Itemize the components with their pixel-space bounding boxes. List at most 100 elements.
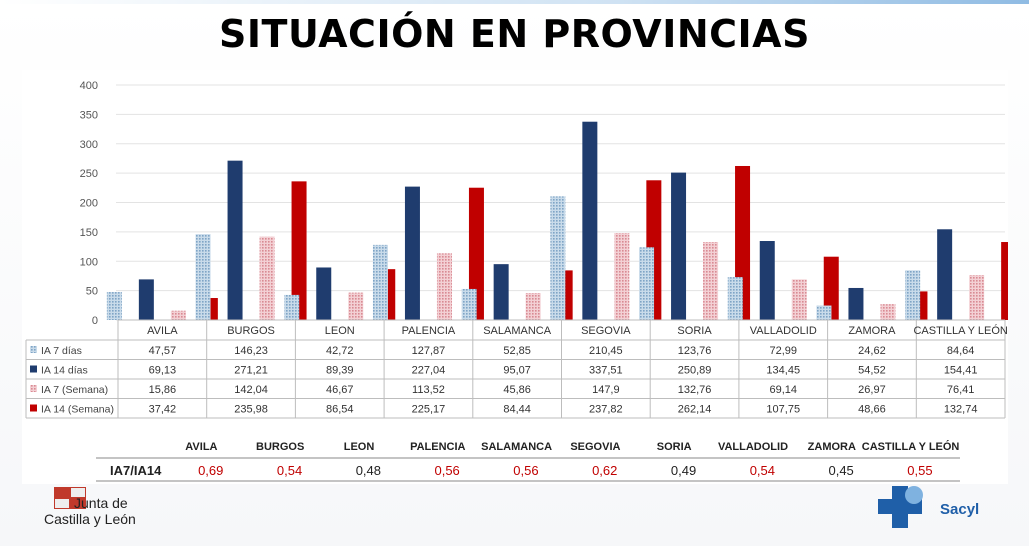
top-accent-bar (0, 0, 1029, 4)
bar (969, 275, 985, 320)
bar (848, 287, 864, 320)
bar-chart: 0 50 100 150 200 250 300 350 400 AVILA BURGOS LEON… (25, 80, 1017, 482)
data-cell: 154,41 (944, 365, 978, 377)
bar (461, 288, 477, 320)
data-cell: 46,67 (326, 384, 354, 396)
bar (582, 121, 598, 320)
bar (816, 305, 832, 320)
ratio-value: 0,62 (592, 463, 617, 478)
bar (468, 187, 484, 320)
x-category-label: VALLADOLID (750, 325, 817, 337)
data-cell: 132,74 (944, 404, 978, 416)
data-cell: 15,86 (149, 384, 177, 396)
y-tick-label: 100 (80, 256, 98, 268)
ratio-header: AVILA (185, 441, 217, 453)
bar (791, 279, 807, 320)
data-cell: 337,51 (589, 365, 623, 377)
ratio-value: 0,56 (513, 463, 538, 478)
data-cell: 52,85 (503, 345, 531, 357)
sacyl-logo-text: Sacyl (940, 501, 980, 518)
ratio-row-label: IA7/IA14 (110, 463, 162, 478)
data-cell: 26,97 (858, 384, 886, 396)
y-tick-label: 50 (86, 286, 98, 298)
data-cell: 107,75 (766, 404, 800, 416)
x-category-label: SALAMANCA (483, 325, 552, 337)
bar (639, 247, 655, 320)
x-category-label: AVILA (147, 325, 178, 337)
data-cell: 237,82 (589, 404, 623, 416)
bar (727, 277, 743, 320)
data-cell: 146,23 (234, 345, 268, 357)
bar (436, 253, 452, 320)
data-cell: 84,64 (947, 345, 975, 357)
bar (404, 186, 420, 320)
y-tick-label: 150 (80, 227, 98, 239)
bar (614, 233, 630, 320)
bar (703, 242, 719, 320)
data-cell: 123,76 (678, 345, 712, 357)
x-category-label: LEON (325, 325, 355, 337)
data-cell: 271,21 (234, 365, 268, 377)
data-cell: 225,17 (412, 404, 446, 416)
bar (1001, 242, 1017, 320)
ratio-header: VALLADOLID (718, 441, 788, 453)
x-category-label: BURGOS (227, 325, 275, 337)
data-cell: 113,52 (412, 384, 445, 396)
sacyl-logo: Sacyl (876, 484, 996, 530)
ratio-value: 0,56 (434, 463, 459, 478)
data-cell: 69,13 (149, 365, 177, 377)
data-cell: 76,41 (947, 384, 975, 396)
data-cell: 24,62 (858, 345, 886, 357)
legend-label: IA 7 días (41, 345, 82, 357)
data-cell: 47,57 (149, 345, 177, 357)
data-cell: 37,42 (149, 404, 177, 416)
bar (880, 304, 896, 320)
bar (372, 244, 388, 320)
data-cell: 84,44 (503, 404, 531, 416)
bar (259, 236, 275, 320)
ratio-value: 0,49 (671, 463, 696, 478)
logo-text-line2: Castilla y León (44, 511, 136, 527)
bar (823, 256, 839, 320)
x-category-label: ZAMORA (848, 325, 896, 337)
sacyl-cross-icon (878, 486, 923, 528)
bar (759, 241, 775, 320)
ratio-value: 0,69 (198, 463, 223, 478)
ratio-value: 0,45 (828, 463, 853, 478)
page-title: SITUACIÓN EN PROVINCIAS (219, 12, 810, 56)
coat-of-arms-icon (54, 487, 86, 509)
bar (284, 294, 300, 320)
data-cell: 48,66 (858, 404, 886, 416)
legend-label: IA 14 días (41, 365, 88, 377)
bar (525, 293, 541, 320)
x-category-label: SEGOVIA (581, 325, 631, 337)
data-cell: 89,39 (326, 365, 354, 377)
data-cell: 147,9 (592, 384, 620, 396)
y-tick-label: 350 (80, 109, 98, 121)
bar (170, 310, 186, 320)
y-tick-label: 400 (80, 80, 98, 92)
data-cell: 235,98 (234, 404, 268, 416)
legend-label: IA 7 (Semana) (41, 384, 108, 396)
legend-label: IA 14 (Semana) (41, 404, 114, 416)
x-category-label: CASTILLA Y LEÓN (913, 324, 1007, 337)
bar (348, 292, 364, 320)
logo-text-line1: Junta de (74, 495, 128, 511)
x-category-label: PALENCIA (402, 325, 456, 337)
bar (316, 267, 332, 320)
ratio-value: 0,48 (356, 463, 381, 478)
data-cell: 42,72 (326, 345, 354, 357)
data-cell: 227,04 (412, 365, 446, 377)
data-cell: 95,07 (503, 365, 531, 377)
x-category-label: SORIA (677, 325, 712, 337)
legend-swatch (30, 346, 37, 353)
data-cell: 45,86 (503, 384, 531, 396)
bar (195, 234, 211, 320)
ratio-header: SEGOVIA (570, 441, 620, 453)
ratio-header: CASTILLA Y LEÓN (862, 440, 960, 453)
data-cell: 262,14 (678, 404, 712, 416)
data-cell: 127,87 (412, 345, 446, 357)
bar (138, 279, 154, 320)
ratio-header: PALENCIA (410, 441, 465, 453)
